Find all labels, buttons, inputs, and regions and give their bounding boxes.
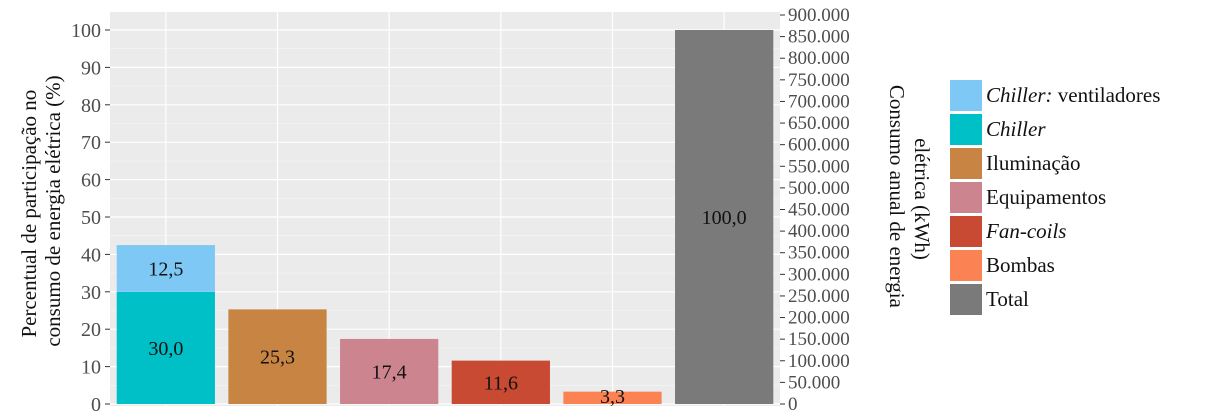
legend-label: Chiller bbox=[986, 117, 1046, 142]
bars: 30,0 12,5 25,3 17,4 11,6 3,3 100,0 bbox=[116, 30, 774, 408]
y2-axis-title-line-2: elétrica (kWh) bbox=[910, 138, 934, 260]
legend-label: Iluminação bbox=[986, 151, 1080, 176]
y2-tick-label: 150.000 bbox=[788, 329, 850, 350]
bar-ilumina-o bbox=[228, 309, 327, 404]
y2-tick-label: 550.000 bbox=[788, 156, 850, 177]
legend-swatch bbox=[950, 249, 982, 281]
y2-tick-label: 700.000 bbox=[788, 91, 850, 112]
y2-tick-label: 800.000 bbox=[788, 48, 850, 69]
data-label: 3,3 bbox=[600, 386, 625, 408]
y-tick-label: 70 bbox=[81, 132, 101, 154]
y2-tick-label: 750.000 bbox=[788, 70, 850, 91]
data-label: 12,5 bbox=[148, 258, 183, 280]
y2-tick-label: 400.000 bbox=[788, 221, 850, 242]
legend-swatch bbox=[950, 113, 982, 145]
legend-label-italic: Fan-coils bbox=[986, 218, 1067, 243]
legend-swatch bbox=[950, 79, 982, 111]
data-label: 25,3 bbox=[260, 347, 295, 369]
y-axis-title-line-2: consumo de energia elétrica (%) bbox=[41, 75, 65, 346]
legend-label-text: ventiladores bbox=[1052, 82, 1161, 107]
y2-tick-label: 600.000 bbox=[788, 135, 850, 156]
legend-label-italic: Chiller: bbox=[986, 82, 1053, 107]
y2-tick-label: 50.000 bbox=[788, 372, 840, 393]
data-label: 100,0 bbox=[702, 207, 747, 229]
bar-chiller bbox=[116, 291, 215, 404]
y2-axis-title: Consumo anual de energia elétrica (kWh) bbox=[885, 85, 934, 313]
data-label: 17,4 bbox=[372, 361, 407, 383]
legend-label-italic: Chiller bbox=[986, 116, 1046, 141]
y-tick-label: 30 bbox=[81, 282, 101, 304]
y2-tick-label: 0 bbox=[788, 394, 798, 415]
legend-item: Equipamentos bbox=[950, 180, 1160, 214]
y2-tick-label: 500.000 bbox=[788, 178, 850, 199]
legend-label-text: Total bbox=[986, 286, 1029, 311]
legend-swatch bbox=[950, 215, 982, 247]
y2-tick-label: 300.000 bbox=[788, 264, 850, 285]
legend-item: Chiller: ventiladores bbox=[950, 78, 1160, 112]
legend-label: Chiller: ventiladores bbox=[986, 83, 1160, 108]
bar-equipamentos bbox=[340, 338, 439, 404]
legend-label: Fan-coils bbox=[986, 219, 1066, 244]
legend-item: Iluminação bbox=[950, 146, 1160, 180]
legend-item: Total bbox=[950, 282, 1160, 316]
bar-total bbox=[675, 30, 774, 404]
y2-tick-label: 850.000 bbox=[788, 27, 850, 48]
grid bbox=[110, 12, 780, 406]
bar-chiller-ventiladores bbox=[116, 245, 215, 292]
y-tick-label: 40 bbox=[81, 244, 101, 266]
legend-item: Fan-coils bbox=[950, 214, 1160, 248]
legend-label-text: Equipamentos bbox=[986, 184, 1107, 209]
legend-label: Equipamentos bbox=[986, 185, 1106, 210]
y-tick-label: 80 bbox=[81, 95, 101, 117]
legend: Chiller: ventiladores Chiller Iluminação Eq… bbox=[950, 78, 1160, 316]
legend-swatch bbox=[950, 147, 982, 179]
y2-tick-label: 350.000 bbox=[788, 243, 850, 264]
y2-tick-label: 100.000 bbox=[788, 351, 850, 372]
y2-axis-title-line-1: Consumo anual de energia bbox=[885, 85, 909, 309]
y-axis-title-line-1: Percentual de participação no bbox=[17, 90, 41, 338]
legend-label: Total bbox=[986, 287, 1029, 312]
y-tick-label: 20 bbox=[81, 319, 101, 341]
legend-label-text: Iluminação bbox=[986, 150, 1081, 175]
legend-item: Bombas bbox=[950, 248, 1160, 282]
y-axis-right: 050.000100.000150.000200.000250.000300.0… bbox=[780, 5, 850, 415]
data-label: 11,6 bbox=[484, 372, 518, 394]
y-axis-title: Percentual de participação no consumo de… bbox=[17, 75, 65, 346]
y-tick-label: 0 bbox=[91, 394, 101, 416]
y2-tick-label: 200.000 bbox=[788, 308, 850, 329]
y2-tick-label: 250.000 bbox=[788, 286, 850, 307]
legend-item: Chiller bbox=[950, 112, 1160, 146]
y2-tick-label: 650.000 bbox=[788, 113, 850, 134]
y-tick-label: 50 bbox=[81, 207, 101, 229]
y-tick-label: 60 bbox=[81, 170, 101, 192]
bar-bombas bbox=[563, 391, 662, 404]
y-tick-label: 100 bbox=[71, 20, 101, 42]
y2-tick-label: 900.000 bbox=[788, 5, 850, 26]
y2-tick-label: 450.000 bbox=[788, 200, 850, 221]
legend-label: Bombas bbox=[986, 253, 1055, 278]
data-label: 30,0 bbox=[148, 338, 183, 360]
y-tick-label: 90 bbox=[81, 57, 101, 79]
y-axis-left: 0 10 20 30 40 50 60 70 80 90 100 bbox=[71, 20, 110, 416]
legend-swatch bbox=[950, 181, 982, 213]
y-tick-label: 10 bbox=[81, 357, 101, 379]
bar-fan-coils bbox=[451, 360, 550, 404]
legend-label-text: Bombas bbox=[986, 252, 1055, 277]
plot-panel bbox=[110, 12, 780, 406]
legend-swatch bbox=[950, 283, 982, 315]
